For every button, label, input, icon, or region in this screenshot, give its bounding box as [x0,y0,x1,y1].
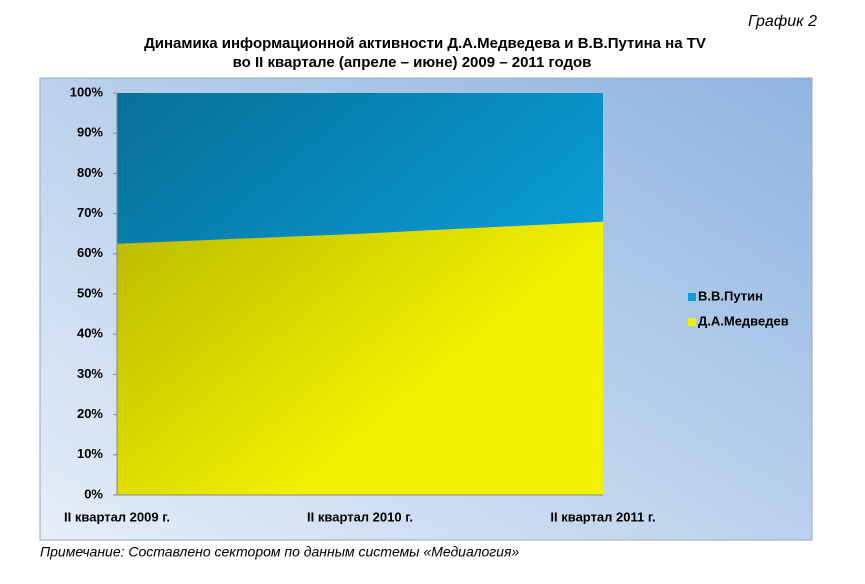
x-tick-label: II квартал 2010 г. [307,509,413,524]
chart-title: Динамика информационной активности Д.А.М… [144,35,706,52]
y-tick-label: 90% [77,125,103,140]
x-tick-label: II квартал 2009 г. [64,509,170,524]
y-tick-label: 30% [77,366,103,381]
legend-label: В.В.Путин [698,288,763,303]
y-tick-label: 50% [77,285,103,300]
x-tick-label: II квартал 2011 г. [550,509,655,524]
y-tick-label: 20% [77,406,103,421]
note: Примечание: Составлено сектором по данны… [40,544,519,560]
y-tick-label: 40% [77,326,103,341]
area [117,221,603,495]
legend-swatch [688,318,696,326]
legend-swatch [688,293,696,301]
y-tick-label: 100% [70,84,104,99]
y-tick-label: 70% [77,205,103,220]
y-tick-label: 0% [84,486,103,501]
figure-label: График 2 [748,13,817,30]
chart-subtitle: во II квартале (апреле – июне) 2009 – 20… [233,54,592,71]
y-tick-label: 80% [77,165,103,180]
y-tick-label: 10% [77,446,103,461]
legend-label: Д.А.Медведев [698,313,789,328]
area [117,93,603,244]
y-tick-label: 60% [77,245,103,260]
